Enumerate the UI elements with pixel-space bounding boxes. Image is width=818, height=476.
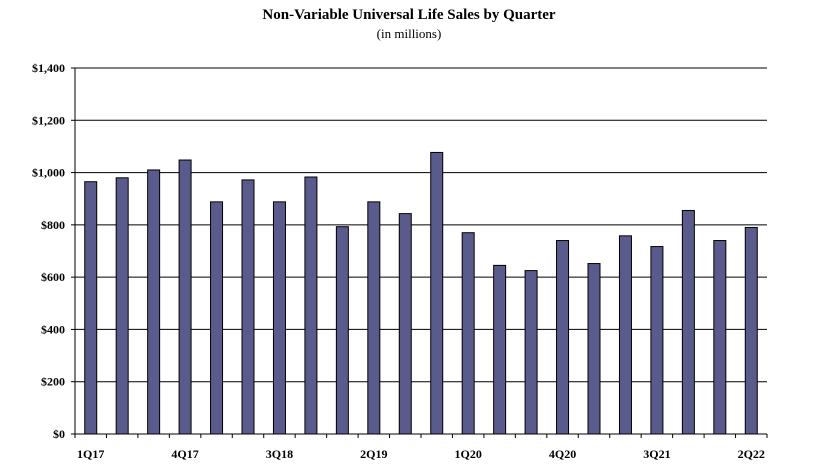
bar-3Q21 [650, 246, 664, 435]
x-tick-label: 1Q20 [455, 447, 482, 461]
x-tick-labels: 1Q17 4Q17 3Q18 2Q19 1Q20 4Q20 3Q21 2Q22 [77, 447, 765, 461]
x-tick-label: 2Q22 [738, 447, 765, 461]
bar-3Q19 [398, 213, 412, 435]
chart-subtitle: (in millions) [376, 26, 442, 41]
x-tick-label: 1Q17 [77, 447, 104, 461]
bars [84, 151, 758, 435]
bar-4Q20 [556, 240, 570, 435]
bar-3Q20 [524, 270, 538, 435]
x-tick-label: 2Q19 [360, 447, 387, 461]
bar-2Q21 [618, 235, 632, 435]
bar-4Q17 [178, 159, 192, 435]
y-tick-label: $600 [41, 270, 65, 284]
bar-1Q19 [335, 226, 349, 435]
bar-2Q17 [115, 177, 129, 435]
x-tick-label: 4Q17 [171, 447, 198, 461]
bar-1Q21 [587, 263, 601, 435]
x-tick-label: 4Q20 [549, 447, 576, 461]
x-tick-label: 3Q21 [643, 447, 670, 461]
chart-title: Non-Variable Universal Life Sales by Qua… [262, 7, 556, 23]
bar-2Q18 [241, 179, 255, 435]
bar-4Q18 [304, 176, 318, 435]
x-tick-label: 3Q18 [266, 447, 293, 461]
bar-4Q19 [430, 151, 444, 435]
bar-2Q20 [493, 264, 507, 435]
bar-3Q17 [147, 169, 161, 435]
axes [71, 67, 768, 438]
y-tick-label: $0 [53, 427, 65, 441]
y-tick-label: $800 [41, 218, 65, 232]
y-tick-label: $1,200 [32, 113, 65, 127]
bar-1Q17 [84, 181, 98, 435]
bar-4Q21 [681, 209, 695, 435]
y-tick-labels: $0 $200 $400 $600 $800 $1,000 $1,200 $1,400 [32, 61, 65, 441]
bar-1Q22 [713, 240, 727, 435]
bar-1Q18 [210, 201, 224, 435]
bar-2Q19 [367, 201, 381, 435]
bar-2Q22 [744, 226, 758, 435]
bar-1Q20 [461, 232, 475, 435]
bar-3Q18 [272, 201, 286, 435]
y-tick-label: $1,400 [32, 61, 65, 75]
y-tick-label: $400 [41, 322, 65, 336]
y-tick-label: $200 [41, 375, 65, 389]
y-tick-label: $1,000 [32, 166, 65, 180]
